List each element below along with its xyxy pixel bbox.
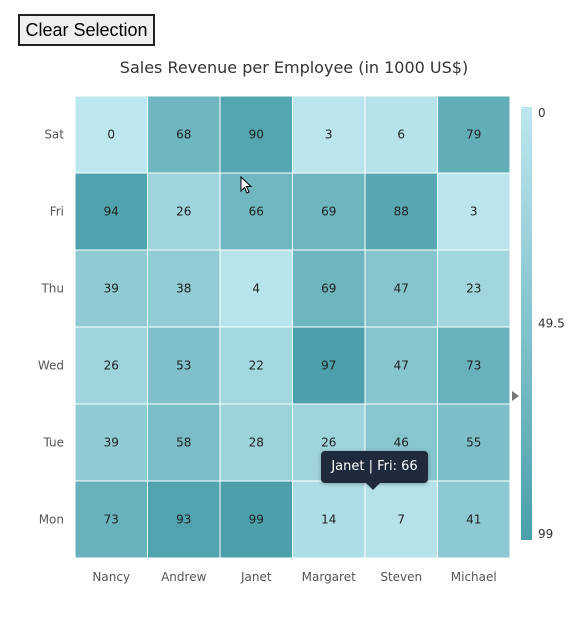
cell-value-label: 26 <box>104 359 119 373</box>
cell-value-label: 7 <box>397 513 405 527</box>
heatmap-cell[interactable] <box>364 172 438 251</box>
cell-value-label: 26 <box>321 436 336 450</box>
heatmap-cell[interactable] <box>74 403 148 482</box>
heatmap-cell[interactable] <box>147 172 221 251</box>
legend-label: 99 <box>538 527 553 541</box>
cell-value-label: 39 <box>104 282 119 296</box>
y-axis-label: Thu <box>40 282 64 296</box>
heatmap-cell[interactable] <box>147 480 221 559</box>
heatmap-cell[interactable] <box>219 403 293 482</box>
cell-value-label: 47 <box>394 282 409 296</box>
heatmap-cell[interactable] <box>147 95 221 174</box>
cell-value-label: 23 <box>466 282 481 296</box>
legend-label: 49.5 <box>538 317 565 331</box>
x-axis-label: Margaret <box>302 570 356 584</box>
cell-value-label: 26 <box>176 205 191 219</box>
cell-value-label: 55 <box>466 436 481 450</box>
cell-value-label: 58 <box>176 436 191 450</box>
cell-value-label: 79 <box>466 128 481 142</box>
cell-value-label: 99 <box>249 513 264 527</box>
cell-value-label: 41 <box>466 513 481 527</box>
heatmap-cell[interactable] <box>219 95 293 174</box>
cell-value-label: 94 <box>104 205 119 219</box>
cell-value-label: 28 <box>249 436 264 450</box>
legend-label: 0 <box>538 106 546 120</box>
heatmap-cell[interactable] <box>74 249 148 328</box>
heatmap-cell[interactable] <box>219 480 293 559</box>
cell-value-label: 4 <box>252 282 260 296</box>
legend-pointer-icon <box>512 391 519 401</box>
heatmap-cell[interactable] <box>364 326 438 405</box>
heatmap-cell[interactable] <box>292 172 366 251</box>
chart-title: Sales Revenue per Employee (in 1000 US$) <box>119 58 469 77</box>
heatmap-cell[interactable] <box>364 249 438 328</box>
heatmap-cell[interactable] <box>437 403 511 482</box>
cell-value-label: 22 <box>249 359 264 373</box>
x-axis-label: Andrew <box>161 570 206 584</box>
heatmap-cell[interactable] <box>219 326 293 405</box>
y-axis-label: Wed <box>38 359 64 373</box>
cell-tooltip: Janet | Fri: 66 <box>321 451 428 483</box>
heatmap-cell[interactable] <box>74 480 148 559</box>
heatmap-cell[interactable] <box>437 326 511 405</box>
cell-value-label: 39 <box>104 436 119 450</box>
mouse-cursor-icon <box>240 176 253 194</box>
heatmap-cell[interactable] <box>437 480 511 559</box>
tooltip-arrow <box>366 483 380 490</box>
clear-selection-button[interactable]: Clear Selection <box>18 14 155 46</box>
cell-value-label: 90 <box>249 128 264 142</box>
cell-value-label: 69 <box>321 205 336 219</box>
cell-value-label: 68 <box>176 128 191 142</box>
x-axis-label: Nancy <box>92 570 130 584</box>
cell-value-label: 73 <box>466 359 481 373</box>
cell-value-label: 97 <box>321 359 336 373</box>
heatmap-cell[interactable] <box>437 172 511 251</box>
y-axis-label: Mon <box>39 513 64 527</box>
cell-value-label: 73 <box>104 513 119 527</box>
x-axis-label: Janet <box>240 570 272 584</box>
cell-value-label: 47 <box>394 359 409 373</box>
cell-value-label: 0 <box>107 128 115 142</box>
y-axis-label: Sat <box>44 128 64 142</box>
heatmap-cell[interactable] <box>364 95 438 174</box>
cell-value-label: 66 <box>249 205 264 219</box>
heatmap-cell[interactable] <box>74 326 148 405</box>
cell-value-label: 69 <box>321 282 336 296</box>
heatmap-cell[interactable] <box>437 249 511 328</box>
cell-value-label: 46 <box>394 436 409 450</box>
legend-color-bar <box>521 107 532 540</box>
y-axis-label: Fri <box>50 205 64 219</box>
cell-value-label: 88 <box>394 205 409 219</box>
y-axis-label: Tue <box>43 436 65 450</box>
x-axis-label: Steven <box>380 570 422 584</box>
cell-value-label: 14 <box>321 513 336 527</box>
cell-value-label: 3 <box>470 205 478 219</box>
cell-value-label: 6 <box>397 128 405 142</box>
cell-value-label: 93 <box>176 513 191 527</box>
cell-value-label: 53 <box>176 359 191 373</box>
heatmap-cell[interactable] <box>292 480 366 559</box>
cell-value-label: 3 <box>325 128 333 142</box>
cell-value-label: 38 <box>176 282 191 296</box>
heatmap-cell[interactable] <box>292 95 366 174</box>
x-axis-label: Michael <box>451 570 497 584</box>
